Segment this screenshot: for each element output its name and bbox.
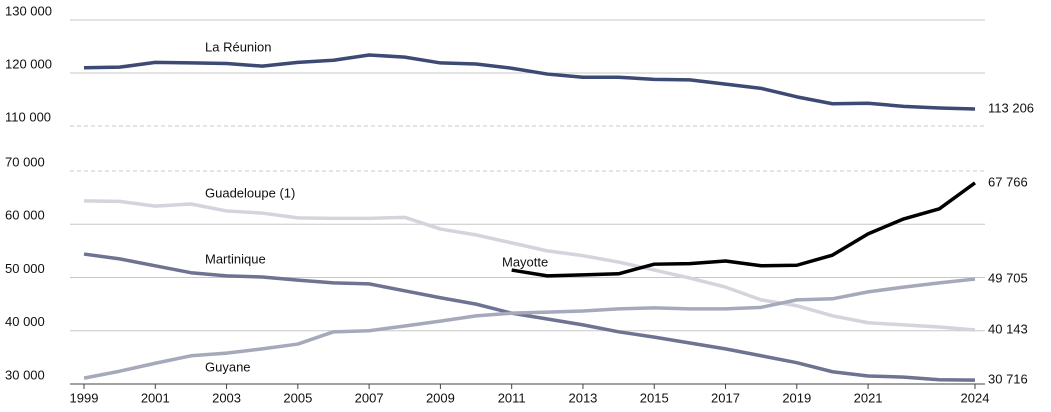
x-tick-label: 2007 [355, 390, 384, 405]
x-tick-label: 2003 [212, 390, 241, 405]
series-label: Mayotte [502, 254, 548, 269]
y-tick-label: 130 000 [5, 3, 52, 18]
series-label: Guyane [205, 359, 251, 374]
value-label: 113 206 [988, 100, 1034, 115]
x-tick-label: 2009 [426, 390, 455, 405]
y-tick-label: 30 000 [5, 367, 45, 382]
y-tick-label: 120 000 [5, 56, 52, 71]
x-tick-label: 2024 [961, 390, 990, 405]
series-label: Guadeloupe (1) [205, 185, 295, 200]
x-tick-label: 1999 [70, 390, 99, 405]
x-tick-label: 2017 [711, 390, 740, 405]
y-tick-label: 70 000 [5, 154, 45, 169]
line [83, 277, 976, 380]
x-tick-label: 2013 [568, 390, 597, 405]
series-label: La Réunion [205, 39, 272, 54]
x-tick-label: 2005 [283, 390, 312, 405]
x-tick-label: 2015 [640, 390, 669, 405]
line [83, 53, 976, 111]
x-tick-label: 2019 [782, 390, 811, 405]
value-label: 30 716 [988, 372, 1028, 387]
line [83, 252, 976, 382]
y-tick-label: 110 000 [5, 109, 51, 124]
y-tick-label: 60 000 [5, 208, 45, 223]
value-label: 49 705 [988, 271, 1028, 286]
y-tick-label: 40 000 [5, 314, 45, 329]
x-tick-label: 2021 [854, 390, 883, 405]
x-tick-label: 2011 [498, 390, 526, 405]
line [511, 181, 977, 278]
value-label: 40 143 [988, 321, 1028, 336]
x-tick-label: 2001 [141, 390, 170, 405]
series-label: Martinique [205, 251, 266, 266]
line [83, 199, 976, 332]
value-label: 67 766 [988, 174, 1028, 189]
y-tick-label: 50 000 [5, 261, 45, 276]
